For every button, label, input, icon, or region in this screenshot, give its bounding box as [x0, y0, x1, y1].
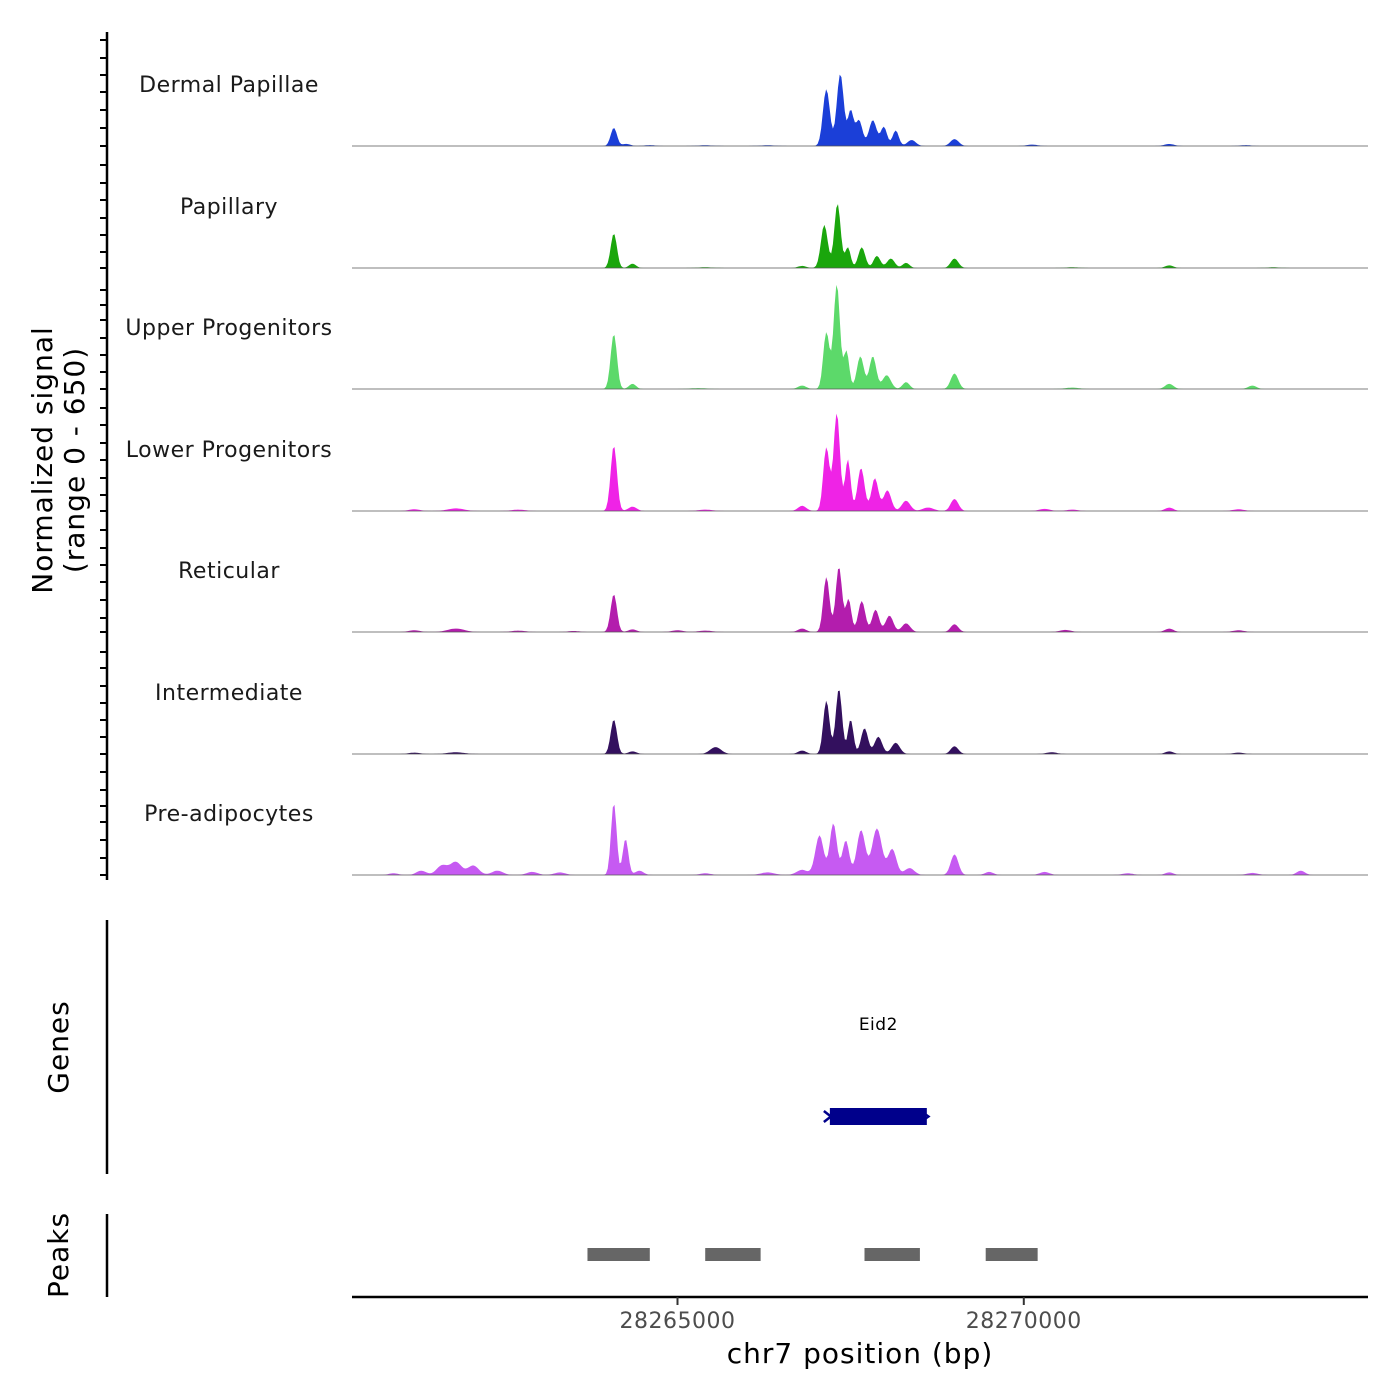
- x-tick-label: 28265000: [620, 1309, 736, 1334]
- track-label: Pre-adipocytes: [144, 802, 314, 827]
- y-axis-label: Normalized signal: [26, 326, 59, 594]
- track-intermediate: [352, 690, 1368, 755]
- genes-track-label: Genes: [42, 1000, 75, 1093]
- strand-arrow: [923, 1112, 931, 1121]
- peak-region: [864, 1248, 920, 1261]
- gene-label: Eid2: [859, 1015, 898, 1035]
- coverage-area: [352, 413, 1368, 511]
- track-label: Papillary: [180, 195, 278, 220]
- track-papillary: [352, 204, 1368, 269]
- track-label: Intermediate: [155, 681, 303, 706]
- peak-region: [705, 1248, 761, 1261]
- genes-track: Eid2: [823, 1015, 931, 1125]
- track-reticular: [352, 568, 1368, 633]
- track-upper-progenitors: [352, 284, 1368, 390]
- coverage-area: [352, 74, 1368, 146]
- track-label: Upper Progenitors: [125, 316, 332, 341]
- peaks-track: [587, 1248, 1038, 1261]
- labels-layer: Dermal Papillae Papillary Upper Progenitor…: [26, 73, 1082, 1370]
- peak-region: [985, 1248, 1038, 1261]
- y-axis-range-label: (range 0 - 650): [58, 347, 91, 573]
- track-lower-progenitors: [352, 413, 1368, 512]
- track-label: Reticular: [178, 559, 280, 584]
- coverage-tracks: [352, 74, 1368, 876]
- strand-arrow: [823, 1110, 833, 1123]
- peak-region: [587, 1248, 650, 1261]
- peaks-track-label: Peaks: [42, 1212, 75, 1298]
- coverage-area: [352, 568, 1368, 632]
- coverage-area: [352, 284, 1368, 389]
- track-label: Dermal Papillae: [139, 73, 319, 98]
- axis-layer: [100, 32, 1368, 1305]
- coverage-area: [352, 690, 1368, 754]
- x-axis-label: chr7 position (bp): [727, 1337, 994, 1370]
- track-pre-adipocytes: [352, 804, 1368, 876]
- x-tick-label: 28270000: [966, 1309, 1082, 1334]
- track-dermal-papillae: [352, 74, 1368, 147]
- gene-body: [829, 1108, 927, 1125]
- coverage-area: [352, 804, 1368, 875]
- coverage-area: [352, 204, 1368, 268]
- track-label: Lower Progenitors: [126, 438, 332, 463]
